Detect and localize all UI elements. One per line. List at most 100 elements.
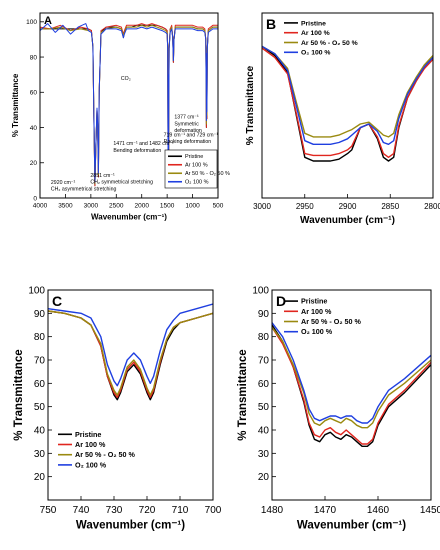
panel-c: 750 740 730 720 710 700 20 30 40 50 60 70 80 90 100 Wav… xyxy=(13,286,222,532)
x-tick-label: 2000 xyxy=(134,203,149,210)
series-line-c-2 xyxy=(48,310,213,396)
y-tick-label: 20 xyxy=(258,472,270,483)
legend-label: O₂ 100 % xyxy=(301,327,333,336)
panel-letter: D xyxy=(276,293,286,309)
x-tick-label: 3000 xyxy=(253,202,271,211)
legend-label: Pristine xyxy=(301,20,326,27)
panel-letter: A xyxy=(44,15,52,27)
legend-label: O₂ 100 % xyxy=(301,50,330,57)
x-axis-label: Wavenumber (cm⁻¹) xyxy=(300,215,395,226)
y-axis-label: % Transmittance xyxy=(11,73,20,137)
x-tick-label: 720 xyxy=(139,505,156,516)
x-tick-label: 500 xyxy=(213,203,224,210)
x-tick-label: 2850 xyxy=(381,202,399,211)
y-tick-label: 0 xyxy=(33,195,37,202)
x-tick-label: 750 xyxy=(40,505,57,516)
x-tick-label: 4000 xyxy=(33,203,48,210)
legend-label: O₂ 100 % xyxy=(75,460,107,469)
y-tick-label: 50 xyxy=(258,402,270,413)
legend: Pristine Ar 100 % Ar 50 % - O₂ 50 % O₂ 100 … xyxy=(284,20,358,57)
legend-label: Ar 50 % - O₂ 50 % xyxy=(301,317,362,326)
y-tick-label: 80 xyxy=(258,332,270,343)
legend: Pristine Ar 100 % Ar 50 % - O₂ 50 % O₂ 100 … xyxy=(164,149,230,189)
y-tick-label: 40 xyxy=(34,426,46,437)
x-tick-label: 700 xyxy=(205,505,222,516)
x-tick-label: 740 xyxy=(73,505,90,516)
panel-letter: B xyxy=(266,16,276,32)
legend-label: Ar 100 % xyxy=(301,30,330,37)
series-line-b-1 xyxy=(262,47,433,159)
y-axis-label: % Transmittance xyxy=(13,349,25,440)
annotation-label: Bending deformation xyxy=(113,148,161,154)
x-tick-label: 1000 xyxy=(185,203,200,210)
annotation-label: 2851 cm⁻¹ xyxy=(90,173,115,179)
annotation-label: 719 cm⁻¹ and 729 cm⁻¹ xyxy=(164,132,219,138)
series-line-b-2 xyxy=(262,45,433,138)
y-tick-label: 20 xyxy=(34,472,46,483)
y-tick-label: 100 xyxy=(28,286,45,297)
legend-label: Pristine xyxy=(75,430,101,439)
x-axis-label: Wavenumber (cm⁻¹) xyxy=(91,213,167,222)
series-line-b-3 xyxy=(262,45,433,146)
x-tick-label: 3000 xyxy=(84,203,99,210)
y-tick-label: 60 xyxy=(258,379,270,390)
y-tick-label: 70 xyxy=(34,356,46,367)
legend-label: Ar 50 % - O₂ 50 % xyxy=(185,171,230,177)
panel-a: 4000 3500 3000 2500 2000 1500 1000 500 0 20 40 60 80… xyxy=(11,12,230,222)
series-line-d-3 xyxy=(272,322,431,424)
series-line-a-2 xyxy=(40,24,218,185)
x-tick-label: 1500 xyxy=(160,203,175,210)
series-line-d-1 xyxy=(272,326,431,445)
y-tick-label: 80 xyxy=(34,332,46,343)
x-tick-label: 1480 xyxy=(261,505,284,516)
x-tick-label: 2500 xyxy=(109,203,124,210)
legend-label: Ar 50 % - O₂ 50 % xyxy=(301,40,358,47)
legend-label: O₂ 100 % xyxy=(185,180,209,186)
legend-label: Ar 50 % - O₂ 50 % xyxy=(75,450,136,459)
annotation-label: CH₂ symmetrical stretching xyxy=(90,180,153,186)
series-line-b-0 xyxy=(262,45,433,162)
x-axis-label: Wavenumber (cm⁻¹) xyxy=(297,520,406,532)
y-axis-label: % Transmittance xyxy=(237,349,249,440)
legend-label: Ar 100 % xyxy=(185,163,208,169)
x-tick-label: 1470 xyxy=(314,505,337,516)
series-line-c-3 xyxy=(48,303,213,387)
y-axis-label: % Transmittance xyxy=(245,65,256,145)
y-tick-label: 20 xyxy=(30,160,38,167)
series-line-c-1 xyxy=(48,310,213,398)
x-axis-label: Wavenumber (cm⁻¹) xyxy=(76,520,185,532)
x-tick-label: 2950 xyxy=(296,202,314,211)
annotation-label: 1377 cm⁻¹ xyxy=(174,115,199,121)
series-line-d-2 xyxy=(272,326,431,429)
x-tick-label: 2900 xyxy=(339,202,357,211)
y-tick-label: 100 xyxy=(26,19,37,26)
legend-label: Pristine xyxy=(185,154,203,160)
panel-d: 1480 1470 1460 1450 20 30 40 50 60 70 80 90 100 Waven… xyxy=(237,286,440,532)
y-tick-label: 60 xyxy=(30,90,38,97)
annotation-label: deformation xyxy=(174,128,202,134)
y-tick-label: 90 xyxy=(258,309,270,320)
x-tick-label: 3500 xyxy=(58,203,73,210)
x-tick-label: 1450 xyxy=(420,505,440,516)
plot-frame xyxy=(39,12,219,199)
annotation-label: 1471 cm⁻¹ and 1482 cm⁻¹ xyxy=(113,141,174,147)
y-tick-label: 30 xyxy=(258,449,270,460)
x-tick-label: 2800 xyxy=(424,202,440,211)
y-tick-label: 40 xyxy=(30,125,38,132)
annotation-label: Symmetric xyxy=(174,121,199,127)
annotation-label: CH₂ asymmetrical stretching xyxy=(51,187,117,193)
y-tick-label: 60 xyxy=(34,379,46,390)
legend-label: Ar 100 % xyxy=(75,440,106,449)
plot-frame xyxy=(47,289,214,501)
series-line-d-0 xyxy=(272,324,431,447)
annotation-label: Rocking deformation xyxy=(164,139,212,145)
y-tick-label: 90 xyxy=(34,309,46,320)
series-line-a-1 xyxy=(40,23,218,187)
panel-letter: C xyxy=(52,293,62,309)
y-tick-label: 100 xyxy=(252,286,269,297)
panel-b: 3000 2950 2900 2850 2800 Wavenumber (cm⁻¹) % T… xyxy=(245,12,440,226)
y-tick-label: 30 xyxy=(34,449,46,460)
